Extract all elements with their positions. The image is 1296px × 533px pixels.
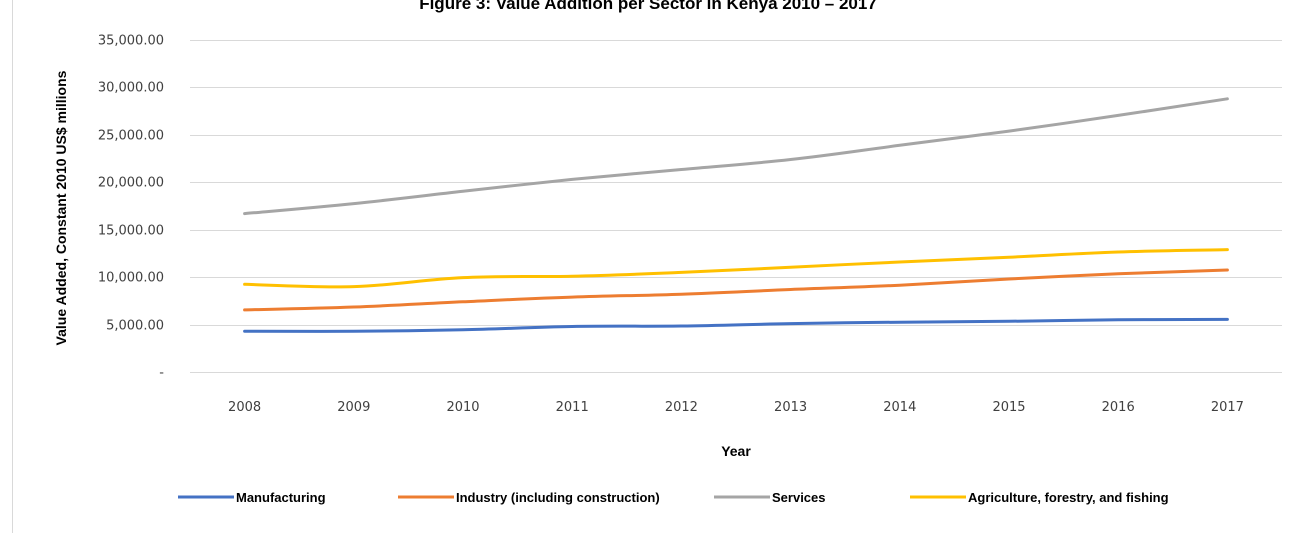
series-line-industry-including-construction [243,268,1229,312]
x-tick-label: 2012 [665,400,698,415]
legend-label-agriculture-forestry-and-fishing: Agriculture, forestry, and fishing [968,490,1169,505]
x-tick-label: 2008 [228,400,261,415]
y-axis-label: Value Added, Constant 2010 US$ millions [53,70,69,345]
gridlines [190,40,1282,373]
x-tick-label: 2011 [556,400,589,415]
y-tick-label: 15,000.00 [98,224,164,239]
chart-title: Figure 3: Value Addition per Sector in K… [419,0,877,13]
y-tick-label: 30,000.00 [98,81,164,96]
x-tick-label: 2013 [774,400,807,415]
legend-label-services: Services [772,490,826,505]
x-tick-label: 2014 [883,400,916,415]
x-axis-label: Year [721,443,751,459]
series-lines [243,97,1229,333]
y-tick-label: - [159,366,164,381]
y-tick-label: 20,000.00 [98,176,164,191]
y-tick-label: 35,000.00 [98,34,164,49]
x-tick-label: 2009 [337,400,370,415]
y-axis-ticks: - 5,000.00 10,000.00 15,000.00 20,000.00 25,0… [98,34,164,381]
series-line-manufacturing [243,317,1229,333]
x-tick-label: 2017 [1211,400,1244,415]
legend-label-industry-including-construction: Industry (including construction) [456,490,660,505]
x-tick-label: 2016 [1102,400,1135,415]
y-tick-label: 25,000.00 [98,129,164,144]
legend: Manufacturing Industry (including constru… [178,490,1169,505]
series-line-services [243,97,1229,216]
x-tick-label: 2010 [446,400,479,415]
x-axis-ticks: 2008 2009 2010 2011 2012 2013 2014 2015 2016 2017 [228,400,1244,415]
legend-label-manufacturing: Manufacturing [236,490,326,505]
x-tick-label: 2015 [992,400,1025,415]
series-line-agriculture-forestry-and-fishing [243,248,1229,289]
y-tick-label: 5,000.00 [106,319,164,334]
y-tick-label: 10,000.00 [98,271,164,286]
